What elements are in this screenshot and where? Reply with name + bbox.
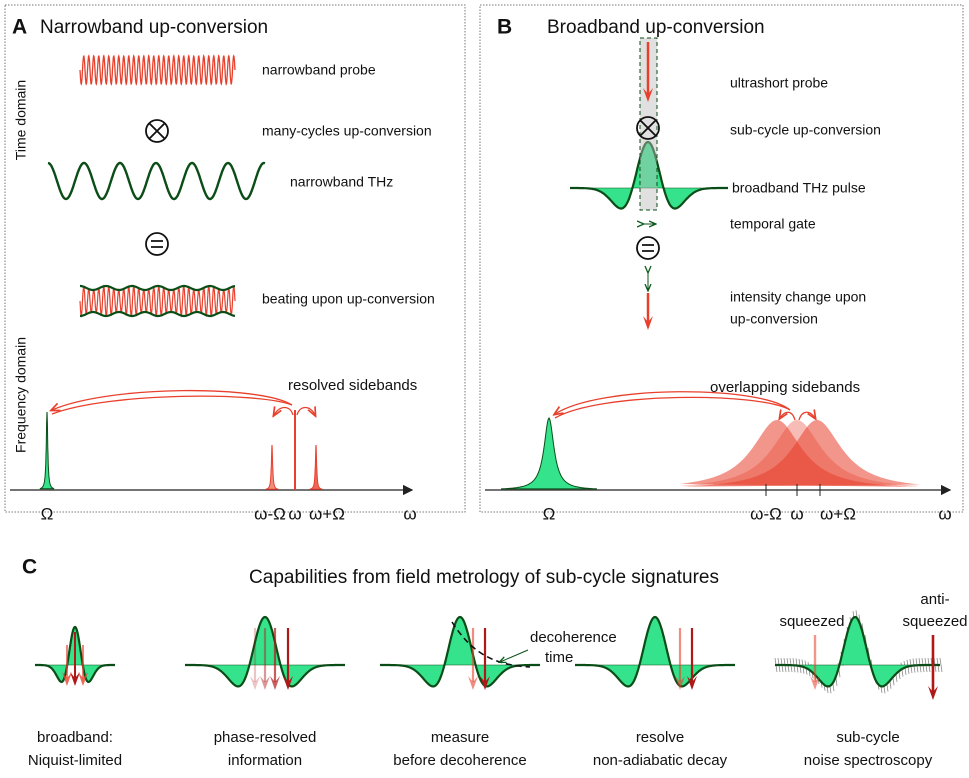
beat-wave bbox=[80, 286, 235, 316]
caption: measure bbox=[431, 729, 489, 746]
tick-label: Ω bbox=[543, 504, 556, 523]
caption: broadband: bbox=[37, 729, 113, 746]
tick-label: Ω bbox=[41, 504, 54, 523]
label: narrowband THz bbox=[290, 174, 393, 190]
tick-label: ω bbox=[938, 504, 951, 523]
annotation: time bbox=[545, 649, 573, 666]
figure: A Narrowband up-conversion Time domain F… bbox=[0, 0, 969, 778]
caption: noise spectroscopy bbox=[804, 752, 933, 769]
peak bbox=[40, 412, 54, 489]
label: sub-cycle up-conversion bbox=[730, 122, 881, 138]
label: ultrashort probe bbox=[730, 75, 828, 91]
label: resolved sidebands bbox=[288, 377, 417, 394]
probe-wave bbox=[80, 56, 235, 84]
axis-label: Time domain bbox=[13, 80, 29, 160]
caption: before decoherence bbox=[393, 752, 526, 769]
panel-letter: B bbox=[497, 16, 512, 39]
annotation: anti- bbox=[920, 591, 949, 608]
tick-label: ω+Ω bbox=[820, 504, 856, 523]
arc bbox=[297, 408, 315, 416]
arc bbox=[780, 412, 795, 420]
annotation: squeezed bbox=[902, 613, 967, 630]
arc bbox=[274, 408, 293, 416]
caption: sub-cycle bbox=[836, 729, 899, 746]
axis-label: Frequency domain bbox=[13, 337, 29, 453]
peak bbox=[310, 445, 323, 489]
tick-label: ω bbox=[403, 504, 416, 523]
operator bbox=[150, 124, 165, 139]
label: up-conversion bbox=[730, 311, 818, 327]
operator bbox=[637, 237, 659, 259]
label: temporal gate bbox=[730, 216, 816, 232]
operator bbox=[151, 241, 163, 247]
caption: phase-resolved bbox=[214, 729, 317, 746]
panel-letter: C bbox=[22, 556, 37, 579]
tick-label: ω-Ω bbox=[750, 504, 782, 523]
tick-label: ω-Ω bbox=[254, 504, 286, 523]
pointer bbox=[500, 650, 528, 662]
panel-title: Narrowband up-conversion bbox=[40, 17, 268, 38]
panel-title: Broadband up-conversion bbox=[547, 17, 765, 38]
thz-wave bbox=[48, 163, 265, 199]
label: broadband THz pulse bbox=[732, 180, 866, 196]
label: intensity change upon bbox=[730, 289, 866, 305]
arc bbox=[52, 391, 292, 410]
arc bbox=[799, 412, 815, 420]
peak bbox=[501, 418, 597, 489]
label: many-cycles up-conversion bbox=[262, 123, 432, 139]
panel-letter: A bbox=[12, 16, 27, 39]
annotation: squeezed bbox=[779, 613, 844, 630]
noise bbox=[940, 658, 942, 672]
peak bbox=[266, 445, 279, 489]
caption: Niquist-limited bbox=[28, 752, 122, 769]
label: overlapping sidebands bbox=[710, 379, 860, 396]
caption: resolve bbox=[636, 729, 684, 746]
caption: non-adiabatic decay bbox=[593, 752, 728, 769]
tick-label: ω+Ω bbox=[309, 504, 345, 523]
operator bbox=[146, 233, 168, 255]
operator bbox=[642, 245, 654, 251]
pulse-fill bbox=[380, 617, 540, 686]
panel-a-frame bbox=[5, 5, 465, 512]
pulse-fill bbox=[575, 617, 735, 686]
annotation: decoherence bbox=[530, 629, 617, 646]
tick-label: ω bbox=[288, 504, 301, 523]
panel-title: Capabilities from field metrology of sub… bbox=[249, 567, 719, 588]
label: narrowband probe bbox=[262, 62, 376, 78]
label: beating upon up-conversion bbox=[262, 291, 435, 307]
tick-label: ω bbox=[790, 504, 803, 523]
caption: information bbox=[228, 752, 302, 769]
